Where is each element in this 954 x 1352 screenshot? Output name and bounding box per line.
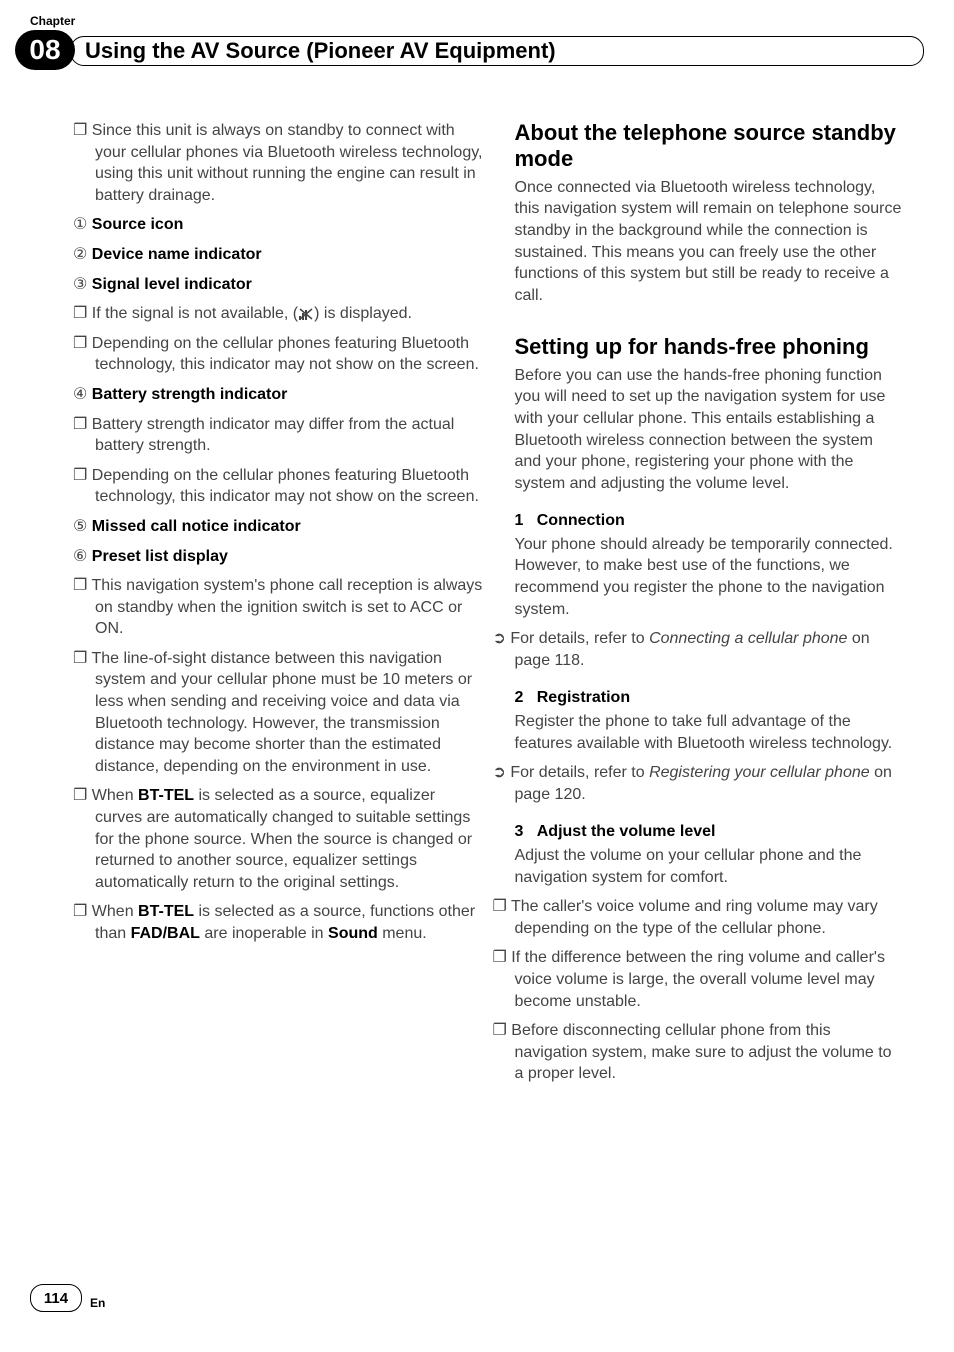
signal-sub1: If the signal is not available, ( ) is di… bbox=[95, 303, 485, 325]
fadbal: FAD/BAL bbox=[131, 925, 200, 942]
step3-b3: Before disconnecting cellular phone from… bbox=[515, 1020, 905, 1085]
item-signal-level: ③ Signal level indicator bbox=[95, 274, 485, 296]
step2-body: Register the phone to take full advantag… bbox=[515, 711, 905, 754]
page-lang: En bbox=[90, 1296, 105, 1310]
preset-sub4: When BT-TEL is selected as a source, fun… bbox=[95, 901, 485, 944]
standby-note: Since this unit is always on standby to … bbox=[95, 120, 485, 206]
step1-ref-italic: Connecting a cellular phone bbox=[649, 630, 847, 647]
sound-menu: Sound bbox=[328, 925, 378, 942]
item-device-name: ② Device name indicator bbox=[95, 244, 485, 266]
preset-sub4-a: When bbox=[92, 903, 138, 920]
num-2: ② bbox=[73, 246, 87, 263]
right-column: About the telephone source standby mode … bbox=[515, 120, 905, 1093]
content-columns: Since this unit is always on standby to … bbox=[95, 120, 904, 1093]
label-signal-level: Signal level indicator bbox=[92, 276, 252, 293]
battery-sub2: Depending on the cellular phones featuri… bbox=[95, 465, 485, 508]
step2-heading: 2 Registration bbox=[515, 687, 905, 709]
sec1-title: About the telephone source standby mode bbox=[515, 120, 905, 173]
signal-sub1-a: If the signal is not available, ( bbox=[92, 305, 298, 322]
label-device-name: Device name indicator bbox=[92, 246, 262, 263]
signal-sub1-b: ) is displayed. bbox=[314, 305, 412, 322]
preset-sub3-a: When bbox=[92, 787, 138, 804]
bttel-1: BT-TEL bbox=[138, 787, 194, 804]
step3-heading: 3 Adjust the volume level bbox=[515, 821, 905, 843]
sec2-title: Setting up for hands-free phoning bbox=[515, 334, 905, 360]
step1-ref-pre: For details, refer to bbox=[510, 630, 649, 647]
step3-label: Adjust the volume level bbox=[537, 823, 716, 840]
item-source-icon: ① Source icon bbox=[95, 214, 485, 236]
label-battery: Battery strength indicator bbox=[92, 386, 288, 403]
preset-sub4-d: menu. bbox=[378, 925, 427, 942]
label-preset-list: Preset list display bbox=[92, 548, 228, 565]
step3-body: Adjust the volume on your cellular phone… bbox=[515, 845, 905, 888]
page-number-badge: 114 bbox=[30, 1284, 82, 1312]
signal-sub2: Depending on the cellular phones featuri… bbox=[95, 333, 485, 376]
header-title: Using the AV Source (Pioneer AV Equipmen… bbox=[70, 36, 924, 66]
sec1-body: Once connected via Bluetooth wireless te… bbox=[515, 177, 905, 307]
num-3: ③ bbox=[73, 276, 87, 293]
sec2-body: Before you can use the hands-free phonin… bbox=[515, 365, 905, 495]
step3-b2: If the difference between the ring volum… bbox=[515, 947, 905, 1012]
step2-num: 2 bbox=[515, 689, 524, 706]
step2-ref-pre: For details, refer to bbox=[510, 764, 649, 781]
preset-sub3: When BT-TEL is selected as a source, equ… bbox=[95, 785, 485, 893]
num-1: ① bbox=[73, 216, 87, 233]
step2-ref: For details, refer to Registering your c… bbox=[515, 762, 905, 805]
step1-label: Connection bbox=[537, 512, 625, 529]
no-signal-icon bbox=[298, 307, 314, 321]
preset-sub4-c: are inoperable in bbox=[200, 925, 328, 942]
item-battery: ④ Battery strength indicator bbox=[95, 384, 485, 406]
num-5: ⑤ bbox=[73, 518, 87, 535]
step2-ref-italic: Registering your cellular phone bbox=[649, 764, 870, 781]
battery-sub1: Battery strength indicator may differ fr… bbox=[95, 414, 485, 457]
item-preset-list: ⑥ Preset list display bbox=[95, 546, 485, 568]
step1-heading: 1 Connection bbox=[515, 510, 905, 532]
step3-num: 3 bbox=[515, 823, 524, 840]
chapter-label: Chapter bbox=[30, 14, 75, 28]
left-column: Since this unit is always on standby to … bbox=[95, 120, 485, 1093]
step1-body: Your phone should already be temporarily… bbox=[515, 534, 905, 620]
step3-b1: The caller's voice volume and ring volum… bbox=[515, 896, 905, 939]
bttel-2: BT-TEL bbox=[138, 903, 194, 920]
chapter-number-badge: 08 bbox=[15, 30, 75, 70]
item-missed-call: ⑤ Missed call notice indicator bbox=[95, 516, 485, 538]
num-6: ⑥ bbox=[73, 548, 87, 565]
preset-sub1: This navigation system's phone call rece… bbox=[95, 575, 485, 640]
step1-num: 1 bbox=[515, 512, 524, 529]
step2-label: Registration bbox=[537, 689, 630, 706]
label-missed-call: Missed call notice indicator bbox=[92, 518, 301, 535]
preset-sub2: The line-of-sight distance between this … bbox=[95, 648, 485, 778]
step1-ref: For details, refer to Connecting a cellu… bbox=[515, 628, 905, 671]
num-4: ④ bbox=[73, 386, 87, 403]
label-source-icon: Source icon bbox=[92, 216, 184, 233]
